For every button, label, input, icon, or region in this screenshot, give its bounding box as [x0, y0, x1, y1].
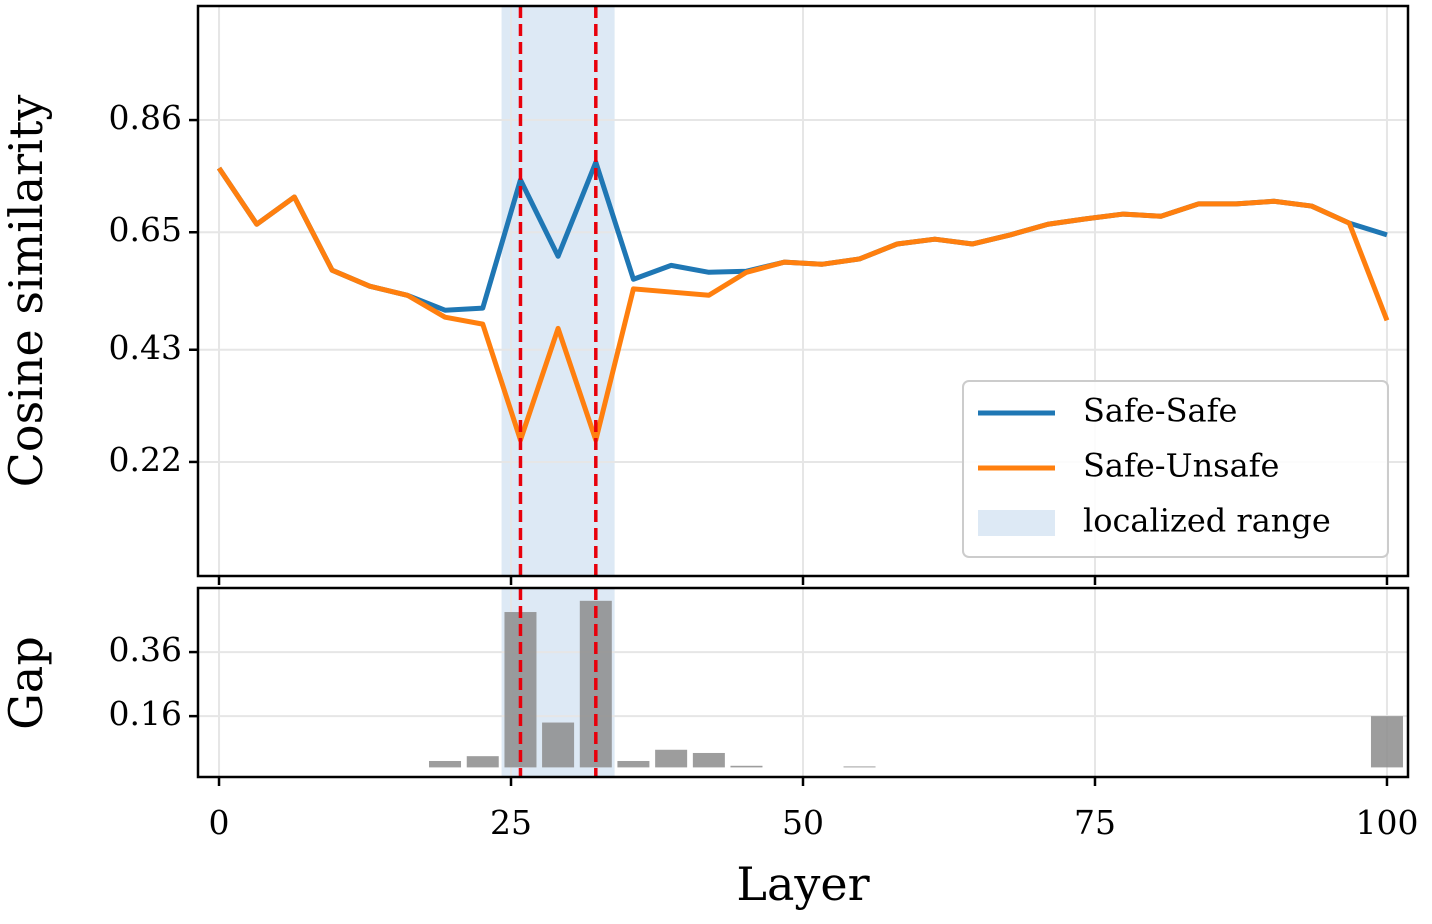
- y-tick-label: 0.16: [109, 694, 182, 733]
- x-tick-label: 25: [490, 803, 532, 842]
- y-tick-label: 0.36: [109, 630, 182, 669]
- x-axis-label: Layer: [736, 857, 869, 911]
- x-tick-label: 75: [1074, 803, 1116, 842]
- legend-label: Safe-Unsafe: [1083, 447, 1279, 485]
- bar: [542, 722, 575, 768]
- bar: [655, 749, 688, 768]
- y-axis-label: Cosine similarity: [0, 95, 53, 488]
- bar: [843, 766, 876, 768]
- legend: Safe-Safe Safe-Unsafe localized range: [962, 380, 1389, 558]
- bar: [730, 765, 763, 768]
- x-tick-label: 50: [782, 803, 824, 842]
- bar: [429, 760, 462, 768]
- y-tick-label: 0.43: [109, 328, 182, 367]
- legend-box: [962, 380, 1389, 558]
- bar: [466, 756, 499, 768]
- plot-frame: [196, 4, 1410, 578]
- x-tick-label: 0: [209, 803, 230, 842]
- bar: [617, 760, 650, 768]
- shaded-range: [501, 6, 615, 576]
- y-tick-label: 0.65: [109, 210, 182, 249]
- legend-swatch: [978, 510, 1055, 536]
- y-tick-label: 0.22: [109, 440, 182, 479]
- legend-label: Safe-Safe: [1083, 392, 1237, 430]
- legend-label: localized range: [1083, 502, 1331, 540]
- bar: [692, 752, 725, 768]
- line: [216, 166, 1390, 443]
- y-tick-label: 0.86: [109, 98, 182, 137]
- x-tick-label: 100: [1355, 803, 1418, 842]
- bar: [1370, 716, 1403, 768]
- y-axis-label: Gap: [0, 636, 53, 730]
- plot-frame: [196, 586, 1410, 779]
